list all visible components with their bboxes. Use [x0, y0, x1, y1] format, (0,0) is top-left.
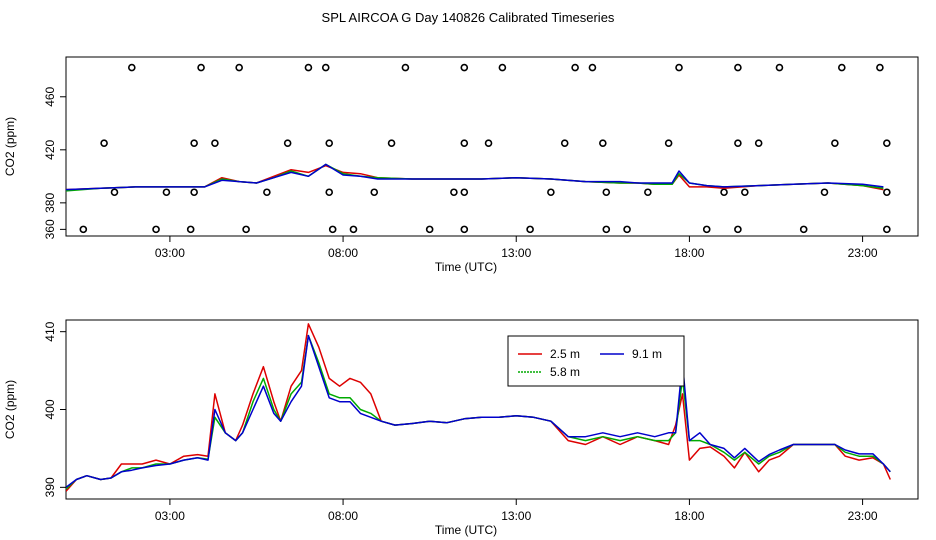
flag-point [560, 139, 569, 147]
flag-point [100, 139, 108, 147]
top-plot-frame [65, 56, 919, 237]
figure-title: SPL AIRCOA G Day 140826 Calibrated Times… [322, 10, 615, 25]
top-y-tick-label: 420 [43, 139, 57, 159]
top-x-tick-label: 13:00 [501, 246, 531, 260]
flag-point [325, 139, 334, 147]
flag-point [883, 139, 891, 147]
flag-point [190, 188, 198, 197]
flag-point [876, 63, 884, 72]
top-x-tick-label: 03:00 [155, 246, 185, 260]
top-y-tick-label: 460 [43, 86, 57, 106]
series-line-2-5-mm [66, 323, 891, 492]
series-line-9-1-mm [66, 163, 884, 191]
flag-point [152, 225, 160, 234]
flag-point [460, 225, 469, 234]
bottom-x-tick-label: 03:00 [155, 509, 185, 523]
flag-point [588, 63, 597, 72]
flag-point [883, 188, 891, 197]
flag-point [734, 139, 742, 147]
flag-point [211, 139, 219, 147]
series-line-9-1-mm [66, 334, 891, 488]
flag-point [831, 139, 839, 147]
flag-point [838, 63, 846, 72]
bottom-x-tick-label: 23:00 [848, 509, 878, 523]
bottom-plot-frame [65, 319, 919, 500]
bottom-panel: 03:00 08:00 13:00 18:00 23:00 390 400 410 Time (… [3, 319, 919, 537]
flag-point [79, 225, 88, 234]
flag-point [623, 225, 631, 234]
flag-point [741, 188, 749, 197]
legend: 2.5 m 5.8 m 9.1 m [507, 335, 685, 387]
flag-point [387, 139, 396, 147]
flag-point [370, 188, 379, 197]
flag-point [321, 63, 330, 72]
flag-point [162, 188, 171, 197]
flag-point [571, 63, 579, 72]
bottom-x-tick-label: 18:00 [674, 509, 704, 523]
flag-point [349, 225, 358, 234]
legend-box [507, 335, 685, 387]
flag-point [498, 63, 507, 72]
top-y-axis-label: CO2 (ppm) [3, 117, 17, 176]
legend-entry: 2.5 m [550, 347, 580, 361]
bottom-y-tick-label: 390 [43, 477, 57, 497]
bottom-x-tick-label: 08:00 [328, 509, 358, 523]
flag-point [425, 225, 434, 234]
top-panel: 03:00 08:00 13:00 18:00 23:00 360 380 420 460 Tim… [3, 56, 919, 274]
flag-point [460, 63, 469, 72]
top-x-tick-label: 18:00 [674, 246, 704, 260]
flag-point [484, 139, 493, 147]
legend-entry: 9.1 m [632, 347, 662, 361]
flag-point [754, 139, 763, 147]
flag-point [186, 225, 195, 234]
flag-point [263, 188, 271, 197]
flag-point [460, 188, 469, 197]
flag-point [644, 188, 652, 197]
flag-point [820, 188, 829, 197]
top-y-tick-label: 380 [43, 193, 57, 213]
series-line-5-8-mm [66, 334, 891, 490]
flag-point [328, 225, 337, 234]
flag-point [110, 188, 119, 197]
flag-point [325, 188, 334, 197]
flag-point [401, 63, 410, 72]
flag-point [664, 139, 673, 147]
flag-point [128, 63, 136, 72]
flag-point [883, 225, 891, 234]
flag-point [304, 63, 313, 72]
top-x-axis-label: Time (UTC) [435, 260, 497, 274]
flag-point [190, 139, 198, 147]
top-y-tick-label: 360 [43, 219, 57, 239]
bottom-y-axis-label: CO2 (ppm) [3, 380, 17, 439]
flag-point [460, 139, 469, 147]
bottom-x-tick-label: 13:00 [501, 509, 531, 523]
flag-point [599, 139, 607, 147]
flag-point [602, 188, 611, 197]
flag-point [197, 63, 205, 72]
flag-point [799, 225, 808, 234]
flag-point [775, 63, 784, 72]
top-x-tick-label: 08:00 [328, 246, 358, 260]
flag-point [235, 63, 243, 72]
bottom-x-axis-label: Time (UTC) [435, 523, 497, 537]
flag-point [602, 225, 611, 234]
flag-point [242, 225, 250, 234]
flag-point [675, 63, 683, 72]
flag-point [720, 188, 728, 197]
flag-point [526, 225, 534, 234]
top-x-tick-label: 23:00 [848, 246, 878, 260]
bottom-y-tick-label: 400 [43, 399, 57, 419]
flag-point [702, 225, 711, 234]
flag-point [734, 63, 742, 72]
flag-point [547, 188, 555, 197]
bottom-y-tick-label: 410 [43, 321, 57, 341]
flag-point [283, 139, 292, 147]
flag-point [734, 225, 742, 234]
flag-point [450, 188, 458, 197]
legend-entry: 5.8 m [550, 365, 580, 379]
